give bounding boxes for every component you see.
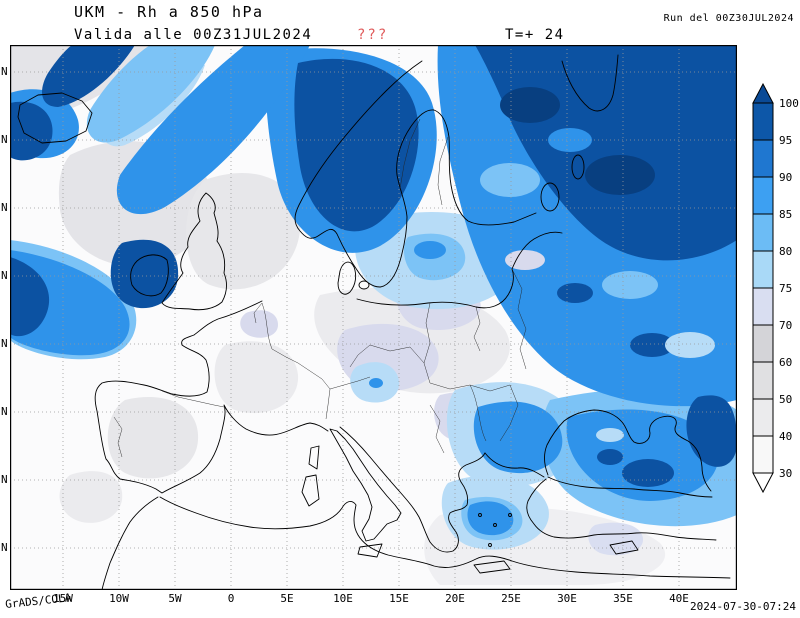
colorbar-segment: [752, 435, 774, 474]
colorbar-label: 75: [779, 282, 792, 295]
grads-credit: GrADS/COLA: [4, 591, 72, 611]
colorbar-label: 80: [779, 245, 792, 258]
lon-label: 10E: [333, 592, 353, 605]
map-frame: [10, 45, 737, 590]
generation-timestamp: 2024-07-30-07:24: [690, 600, 796, 613]
colorbar-segment: [752, 176, 774, 215]
colorbar-label: 90: [779, 171, 792, 184]
humidity-map: [10, 45, 737, 590]
colorbar-arrow-bottom: [752, 472, 774, 494]
colorbar-label: 95: [779, 134, 792, 147]
lon-label: 10W: [109, 592, 129, 605]
country-borders: [113, 118, 527, 458]
colorbar-segment: [752, 361, 774, 400]
humidity-shading: [10, 45, 737, 586]
map-canvas: [10, 45, 737, 590]
colorbar-segment: [752, 139, 774, 178]
lat-label: N: [1, 65, 8, 78]
colorbar-label: 100: [779, 97, 799, 110]
lat-label: N: [1, 473, 8, 486]
colorbar-segment: [752, 102, 774, 141]
lon-label: 35E: [613, 592, 633, 605]
lon-label: 40E: [669, 592, 689, 605]
colorbar-label: 85: [779, 208, 792, 221]
colorbar-label: 50: [779, 393, 792, 406]
lat-label: N: [1, 133, 8, 146]
lat-label: N: [1, 269, 8, 282]
question-marks-label: ???: [357, 27, 389, 43]
colorbar-label: 40: [779, 430, 792, 443]
lat-label: N: [1, 337, 8, 350]
lon-label: 30E: [557, 592, 577, 605]
latitude-axis: N N N N N N N N: [0, 0, 10, 618]
valid-time-label: Valida alle 00Z31JUL2024: [74, 27, 313, 43]
lon-label: 5W: [168, 592, 182, 605]
lon-label: 0: [227, 592, 235, 605]
colorbar-segment: [752, 287, 774, 326]
plot-title: UKM - Rh a 850 hPa: [74, 3, 264, 21]
colorbar-segment: [752, 250, 774, 289]
lon-label: 15E: [389, 592, 409, 605]
lead-time-label: T=+ 24: [505, 27, 565, 43]
colorbar-label: 70: [779, 319, 792, 332]
graticule: [10, 45, 737, 590]
colorbar-label: 60: [779, 356, 792, 369]
lon-label: 25E: [501, 592, 521, 605]
lat-label: N: [1, 405, 8, 418]
colorbar: 100 95 90 85 80 75 70 60 50 40 30: [752, 83, 799, 494]
colorbar-label: 30: [779, 467, 792, 480]
lat-label: N: [1, 541, 8, 554]
colorbar-arrow-top: [752, 83, 774, 104]
coastlines: [17, 54, 731, 590]
lon-label: 20E: [445, 592, 465, 605]
colorbar-segment: [752, 324, 774, 363]
run-label: Run del 00Z30JUL2024: [663, 13, 794, 24]
colorbar-segment: [752, 398, 774, 437]
lat-label: N: [1, 201, 8, 214]
colorbar-segment: [752, 213, 774, 252]
longitude-axis: 15W 10W 5W 0 5E 10E 15E 20E 25E 30E 35E 40E: [0, 592, 800, 607]
lon-label: 5E: [280, 592, 294, 605]
